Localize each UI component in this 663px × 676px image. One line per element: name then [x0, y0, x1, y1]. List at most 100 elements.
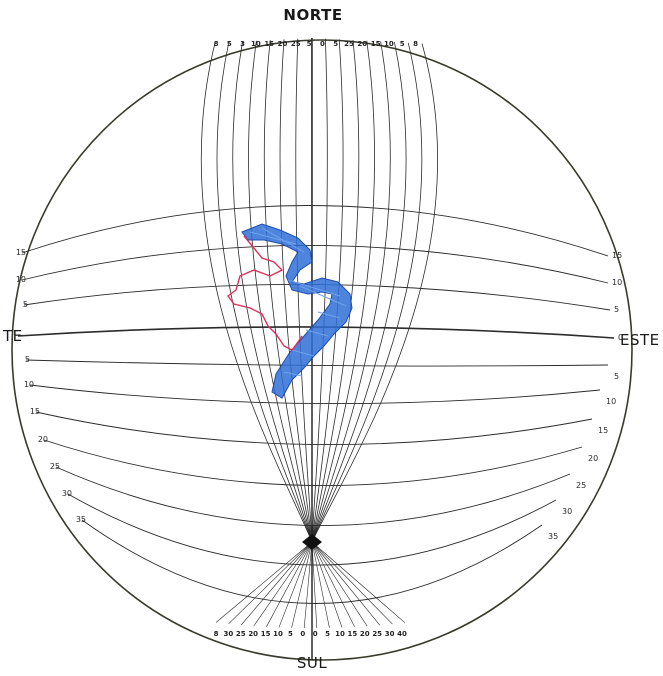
south-pole-mark	[302, 534, 322, 550]
latitude-tick-right: 15	[612, 251, 622, 260]
bottom-scale-tick: 10	[335, 630, 345, 638]
south-label: SUL	[297, 654, 328, 672]
latitude-tick-left: 10	[16, 275, 26, 284]
north-label: NORTE	[283, 6, 342, 24]
bottom-scale-tick: 25	[236, 630, 246, 638]
latitude-tick-right: 5	[614, 305, 619, 314]
meridian-fan-line	[311, 541, 393, 625]
parallel-line	[67, 493, 557, 566]
latitude-tick-right: 15	[598, 426, 608, 435]
meridian-fan-line	[303, 541, 313, 629]
parallel-line	[29, 384, 601, 405]
meridian-line	[311, 43, 438, 543]
latitude-tick-left: 20	[38, 435, 48, 444]
bottom-scale-tick: 30	[385, 630, 395, 638]
meridian-fan-line	[311, 541, 330, 628]
top-scale-tick: 3	[240, 40, 245, 48]
meridian-line	[311, 40, 375, 543]
meridian-fan-line	[291, 541, 313, 628]
top-scale-tick: 15	[264, 40, 274, 48]
top-scale-tick: 8	[413, 40, 418, 48]
top-scale-tick: 5	[227, 40, 232, 48]
meridian-fan-line	[311, 541, 381, 626]
meridian-line	[311, 39, 344, 543]
bottom-scale-tick: 15	[261, 630, 271, 638]
bottom-scale-tick: 20	[248, 630, 258, 638]
top-scale-tick: 25	[344, 40, 354, 48]
bottom-scale-tick: 40	[397, 630, 407, 638]
top-scale-tick: 0	[320, 40, 325, 48]
parallel-line	[21, 205, 609, 257]
top-scale-tick: 10	[384, 40, 394, 48]
bottom-scale-tick: 20	[360, 630, 370, 638]
meridian-line	[232, 41, 313, 543]
meridian-line	[263, 40, 313, 543]
meridian-line	[279, 39, 313, 543]
latitude-tick-left: 15	[30, 407, 40, 416]
bottom-scale-tick: 10	[273, 630, 283, 638]
parallel-line	[55, 466, 571, 526]
latitude-tick-left: 35	[76, 515, 86, 524]
bottom-scale-tick: 15	[348, 630, 358, 638]
top-scale-tick: 25	[291, 40, 301, 48]
parallel-line	[35, 411, 593, 446]
latitude-tick-right: 5	[614, 372, 619, 381]
latitude-tick-right: 10	[606, 397, 616, 406]
latitude-tick-left: 5	[23, 300, 28, 309]
land-mass-hatching	[249, 227, 347, 377]
parallel-line	[81, 519, 543, 604]
land-mass	[241, 223, 353, 399]
meridian-fan-line	[311, 541, 343, 628]
east-label: ESTE	[620, 331, 660, 349]
meridian-fan-line	[228, 541, 313, 625]
latitude-tick-right: 20	[588, 454, 598, 463]
outer-circle	[11, 39, 633, 661]
latitude-tick-right: 30	[562, 507, 572, 516]
meridian-line	[311, 39, 360, 543]
bottom-scale-tick: 5	[288, 630, 293, 638]
bottom-scale-tick: 5	[325, 630, 330, 638]
meridian-fan-line	[240, 541, 313, 626]
latitude-tick-left: 10	[24, 380, 34, 389]
bottom-scale-tick: 30	[224, 630, 234, 638]
meridian-fan-line	[278, 541, 313, 628]
meridian-fan-line	[311, 541, 406, 624]
parallel-line	[21, 245, 609, 284]
bottom-scale-tick: 25	[372, 630, 382, 638]
top-scale-tick: 15	[371, 40, 381, 48]
bottom-scale-tick: 8	[214, 630, 219, 638]
top-scale-tick: 5	[333, 40, 338, 48]
parallel-line	[25, 359, 609, 367]
meridian-line	[311, 42, 407, 543]
meridian-fan-line	[253, 541, 313, 627]
top-scale-tick: 20	[357, 40, 367, 48]
meridian-fan-line	[311, 541, 318, 629]
meridian-line	[216, 42, 313, 543]
meridian-line	[311, 42, 423, 543]
meridian-line	[200, 42, 313, 543]
meridian-line	[311, 41, 391, 543]
top-scale-tick: 10	[251, 40, 261, 48]
latitude-tick-left: 25	[50, 462, 60, 471]
bottom-scale-tick: 0	[300, 630, 305, 638]
bottom-scale-tick: 0	[313, 630, 318, 638]
meridian-fan-line	[311, 541, 368, 627]
meridian-fan-line	[266, 541, 313, 627]
parallel-line	[43, 439, 583, 486]
top-scale-tick: 5	[400, 40, 405, 48]
top-scale-tick: 20	[278, 40, 288, 48]
meridian-fan-line	[215, 541, 313, 623]
latitude-tick-left: 15	[16, 248, 26, 257]
top-scale-tick: 5	[307, 40, 312, 48]
latitude-tick-left: 5	[25, 355, 30, 364]
latitude-tick-left: 30	[62, 489, 72, 498]
meridian-fan-line	[311, 541, 355, 628]
latitude-tick-right: 0	[618, 333, 623, 342]
border-line	[227, 235, 303, 351]
grid-layer	[17, 37, 615, 629]
meridian-line	[248, 40, 313, 543]
latitude-tick-right: 25	[576, 481, 586, 490]
